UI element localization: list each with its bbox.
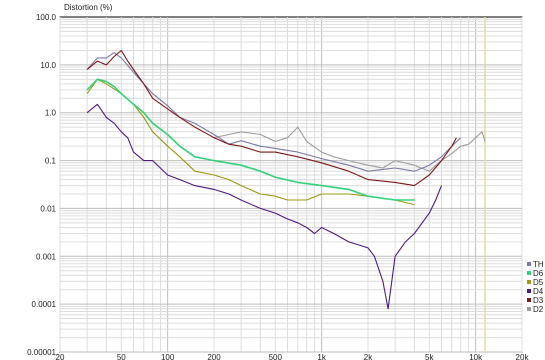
y-tick-label: 0.01 (40, 204, 56, 213)
series-line-d2 (213, 126, 486, 172)
x-tick-label: 2k (364, 353, 373, 360)
series-line-d3 (86, 49, 457, 187)
x-tick-label: 100 (161, 353, 175, 360)
y-tick-label: 0.0001 (32, 300, 57, 309)
legend-swatch (527, 262, 531, 266)
chart-title: Distortion (%) (64, 3, 113, 12)
legend-label: D6 (533, 269, 544, 278)
legend-label: D2 (533, 305, 544, 314)
x-tick-label: 20k (516, 353, 530, 360)
legend-label: D5 (533, 278, 544, 287)
series-line-d4 (86, 103, 443, 310)
legend-swatch (527, 271, 531, 275)
x-tick-label: 500 (269, 353, 283, 360)
legend-swatch (527, 298, 531, 302)
y-tick-label: 100.0 (36, 13, 57, 22)
x-ticks: 20 50 100 200 500 1k 2k 5k 10k 20k (56, 353, 530, 360)
legend-swatch (527, 289, 531, 293)
x-tick-label: 5k (425, 353, 434, 360)
y-tick-label: 0.1 (45, 157, 57, 166)
x-tick-label: 20 (56, 353, 65, 360)
legend-swatch (527, 280, 531, 284)
y-tick-label: 1.0 (45, 109, 57, 118)
legend-label: TH (533, 260, 544, 269)
x-tick-label: 10k (469, 353, 483, 360)
y-tick-label: 0.001 (36, 252, 57, 261)
x-tick-label: 50 (117, 353, 126, 360)
plot-background (59, 16, 523, 353)
legend-label: D4 (533, 287, 544, 296)
y-tick-label: 0.00001 (27, 348, 56, 357)
series-layer (86, 49, 486, 310)
legend-swatch (527, 307, 531, 311)
y-ticks: 100.0 10.0 1.0 0.1 0.01 0.001 0.0001 0.00001 (27, 13, 56, 357)
legend-label: D3 (533, 296, 544, 305)
series-line-d6 (86, 78, 415, 201)
x-tick-label: 200 (207, 353, 221, 360)
y-tick-label: 10.0 (40, 61, 56, 70)
grid (59, 17, 523, 353)
x-tick-label: 1k (317, 353, 326, 360)
series-line-th (86, 52, 462, 172)
